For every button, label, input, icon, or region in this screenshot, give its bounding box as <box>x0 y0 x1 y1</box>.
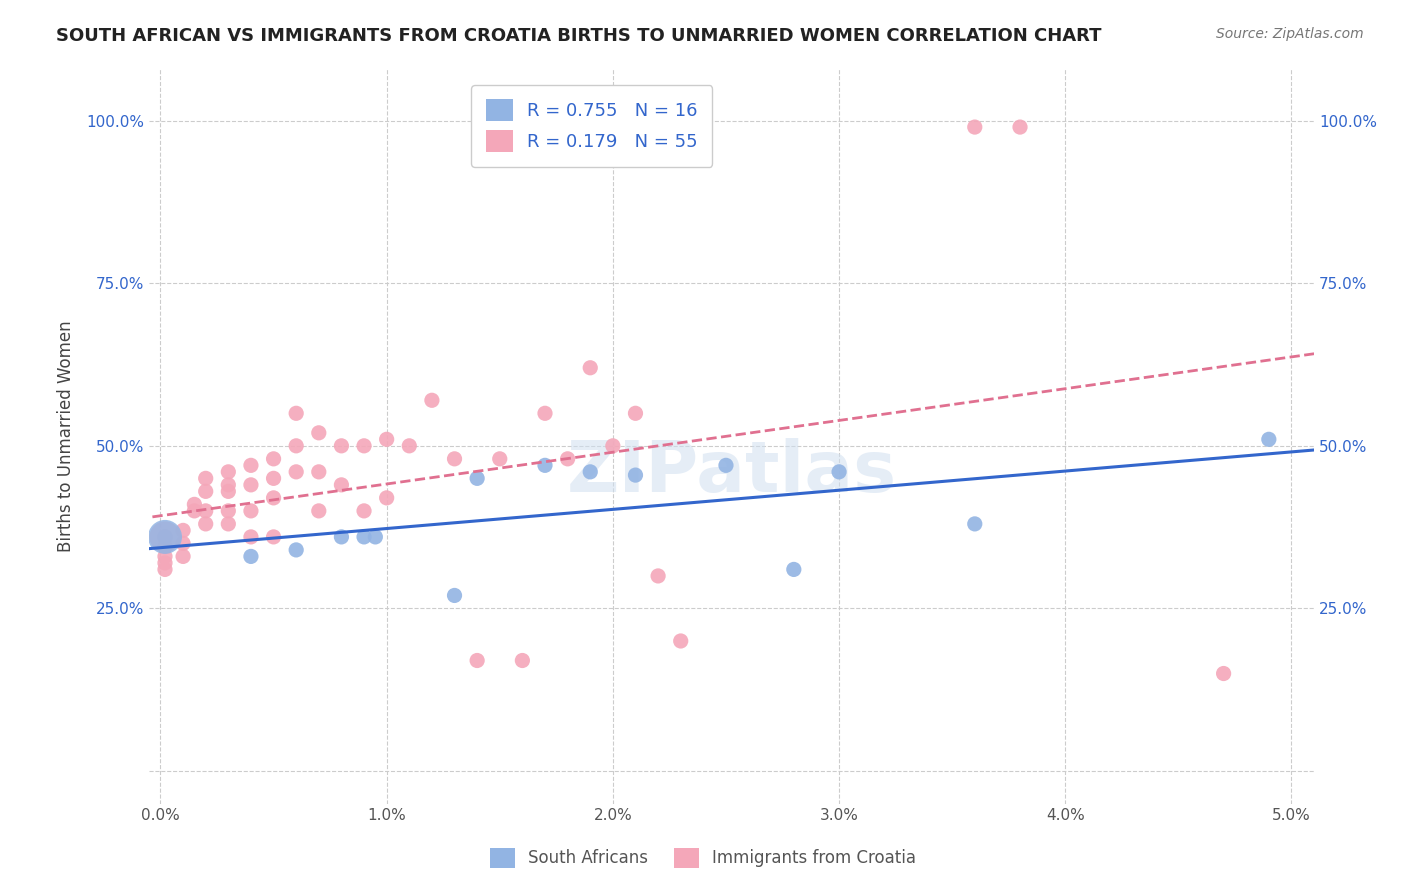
Legend: R = 0.755   N = 16, R = 0.179   N = 55: R = 0.755 N = 16, R = 0.179 N = 55 <box>471 85 713 167</box>
Point <box>669 634 692 648</box>
Point <box>579 465 602 479</box>
Point <box>465 471 488 485</box>
Point <box>194 484 217 499</box>
Point <box>579 360 602 375</box>
Point <box>353 439 375 453</box>
Point <box>330 439 353 453</box>
Point <box>364 530 387 544</box>
Point <box>194 504 217 518</box>
Point <box>285 465 308 479</box>
Point <box>285 406 308 420</box>
Point <box>172 549 194 564</box>
Point <box>647 569 669 583</box>
Point <box>217 478 239 492</box>
Point <box>239 549 262 564</box>
Point <box>783 562 806 576</box>
Point <box>153 556 176 570</box>
Point <box>153 549 176 564</box>
Point <box>1257 433 1279 447</box>
Point <box>263 530 285 544</box>
Point <box>172 536 194 550</box>
Point <box>443 589 465 603</box>
Point <box>194 516 217 531</box>
Point <box>239 458 262 473</box>
Text: Source: ZipAtlas.com: Source: ZipAtlas.com <box>1216 27 1364 41</box>
Point <box>172 524 194 538</box>
Point <box>1008 120 1031 134</box>
Text: SOUTH AFRICAN VS IMMIGRANTS FROM CROATIA BIRTHS TO UNMARRIED WOMEN CORRELATION C: SOUTH AFRICAN VS IMMIGRANTS FROM CROATIA… <box>56 27 1102 45</box>
Point <box>330 478 353 492</box>
Point <box>353 504 375 518</box>
Point <box>624 468 647 483</box>
Point <box>624 406 647 420</box>
Point <box>512 653 534 667</box>
Point <box>963 120 986 134</box>
Point <box>714 458 737 473</box>
Point <box>183 497 205 511</box>
Point <box>375 433 398 447</box>
Point <box>1212 666 1234 681</box>
Point <box>308 425 330 440</box>
Point <box>534 406 557 420</box>
Point <box>217 465 239 479</box>
Point <box>488 451 510 466</box>
Y-axis label: Births to Unmarried Women: Births to Unmarried Women <box>58 320 75 552</box>
Point <box>239 478 262 492</box>
Point <box>153 540 176 554</box>
Point <box>308 465 330 479</box>
Point <box>153 562 176 576</box>
Point <box>828 465 851 479</box>
Point <box>263 451 285 466</box>
Point <box>153 530 176 544</box>
Point <box>330 530 353 544</box>
Point <box>285 439 308 453</box>
Point <box>217 504 239 518</box>
Point <box>534 458 557 473</box>
Point <box>217 484 239 499</box>
Point <box>194 471 217 485</box>
Text: ZIPatlas: ZIPatlas <box>567 438 897 508</box>
Legend: South Africans, Immigrants from Croatia: South Africans, Immigrants from Croatia <box>484 841 922 875</box>
Point <box>963 516 986 531</box>
Point <box>285 542 308 557</box>
Point <box>308 504 330 518</box>
Point <box>557 451 579 466</box>
Point <box>420 393 443 408</box>
Point <box>153 530 176 544</box>
Point <box>263 491 285 505</box>
Point <box>239 530 262 544</box>
Point <box>353 530 375 544</box>
Point <box>239 504 262 518</box>
Point <box>153 530 176 544</box>
Point <box>153 530 176 544</box>
Point <box>375 491 398 505</box>
Point <box>602 439 624 453</box>
Point <box>443 451 465 466</box>
Point <box>263 471 285 485</box>
Point <box>217 516 239 531</box>
Point <box>465 653 488 667</box>
Point <box>183 504 205 518</box>
Point <box>398 439 420 453</box>
